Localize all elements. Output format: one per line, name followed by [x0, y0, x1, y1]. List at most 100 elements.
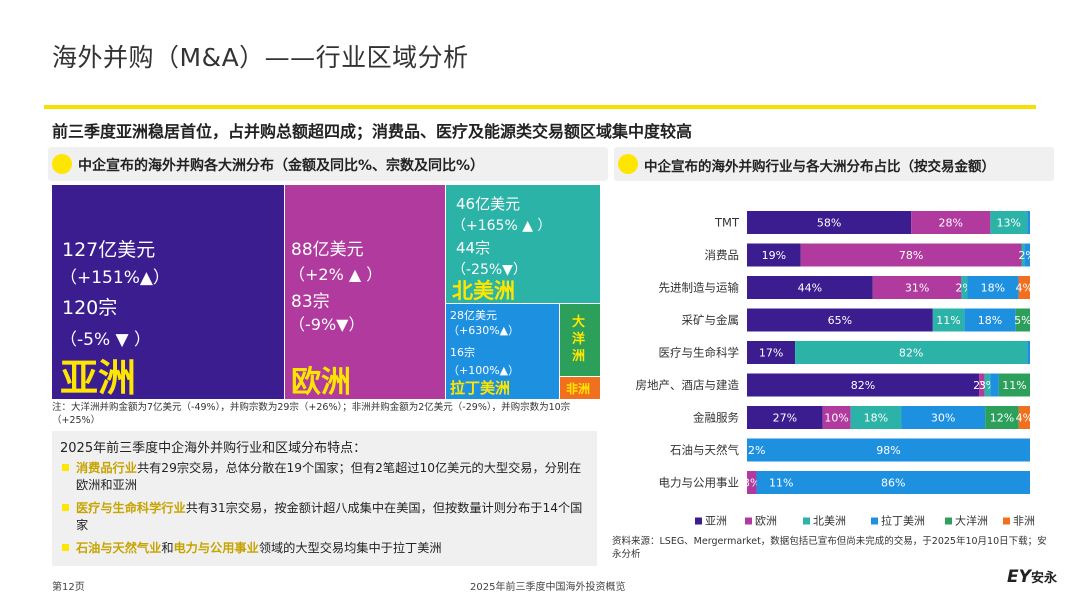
europe-name: 欧洲	[291, 365, 351, 399]
north-america-amount: 46亿美元	[456, 195, 521, 213]
legend-label: 大洋洲	[955, 514, 988, 528]
data-label: 2%	[1018, 249, 1035, 262]
category-label: 电力与公用事业	[659, 476, 740, 490]
data-label: 12%	[990, 412, 1014, 425]
tile-europe: 88亿美元 （+2% ▲ ） 83宗 （-9%▼） 欧洲	[285, 185, 445, 399]
bar-segment	[985, 406, 1019, 429]
asia-count-yoy: （-5% ▼ ）	[60, 330, 151, 350]
data-label: 28%	[939, 217, 963, 230]
bar-segment	[747, 471, 757, 494]
europe-count: 83宗	[291, 292, 330, 312]
data-label: 11%	[1002, 379, 1026, 392]
footer-title: 2025年前三季度中国海外投资概览	[470, 582, 626, 593]
stacked-bar-chart: TMT 58% 28% 13% 消费品 19% 78% 2% 先进制造与运输 44% 31% 2% 18…	[636, 211, 1036, 528]
asia-name: 亚洲	[60, 356, 137, 399]
bar-segment	[1027, 341, 1030, 364]
data-label: 11%	[769, 477, 793, 490]
legend-label: 欧洲	[755, 515, 777, 528]
bar-segment	[964, 308, 1016, 332]
bar-segment	[1021, 243, 1025, 267]
bar-segment	[1027, 211, 1030, 234]
bar-segment	[747, 276, 873, 299]
treemap-panel-header: 中企宣布的海外并购各大洲分布（金额及同比%、宗数及同比%）	[48, 147, 608, 181]
europe-amount: 88亿美元	[291, 240, 364, 260]
bar-segment	[747, 373, 980, 397]
tile-africa: 非洲	[560, 377, 600, 399]
bar-segment	[1018, 276, 1030, 299]
europe-amount-yoy: （+2% ▲ ）	[289, 265, 383, 284]
data-label: 18%	[981, 282, 1005, 295]
feature-highlight: 医疗与生命科学行业	[76, 501, 186, 515]
oceania-name: 大洋洲	[572, 315, 586, 364]
bar-segment	[961, 276, 968, 299]
bullet-square-icon	[62, 464, 69, 471]
bullet-square-icon	[62, 544, 69, 551]
latin-america-count: 16宗	[450, 346, 475, 359]
asia-amount-yoy: （+151%▲）	[60, 268, 170, 288]
category-label: 金融服务	[693, 411, 739, 425]
europe-count-yoy: （-9%▼）	[289, 315, 365, 334]
page-title: 海外并购（M&A）——行业区域分析	[52, 43, 469, 72]
data-label: 44%	[798, 282, 822, 295]
bar-segment	[822, 406, 851, 429]
data-label: 58%	[817, 217, 841, 230]
bar-segment	[1018, 406, 1030, 429]
data-label: 82%	[851, 379, 875, 392]
bar-segment	[990, 211, 1028, 234]
tile-oceania: 大洋洲	[560, 304, 600, 376]
legend-swatch	[871, 517, 878, 525]
legend-swatch	[803, 517, 810, 525]
legend-swatch	[1003, 517, 1010, 525]
page-number: 第12页	[52, 582, 85, 593]
bar-panel-header: 中企宣布的海外并购行业与各大洲分布占比（按交易金额）	[614, 147, 1054, 181]
data-label: 11%	[936, 314, 960, 327]
bar-segment	[747, 341, 796, 364]
feature-text: 共有29宗交易，总体分散在19个国家；但有2笔超过10亿美元的大型交易，分别在欧…	[76, 461, 582, 492]
feature-item: 医疗与生命科学行业共有31宗交易，按金额计超八成集中在美国，但按数量计则分布于1…	[62, 500, 587, 534]
category-label: 石油与天然气	[670, 443, 739, 457]
legend-swatch	[695, 517, 702, 525]
yellow-bullet-icon	[52, 154, 72, 174]
north-america-name: 北美洲	[452, 279, 515, 303]
data-label: 10%	[824, 412, 848, 425]
north-america-count-yoy: （-25%▼）	[452, 262, 527, 278]
treemap: 127亿美元 （+151%▲） 120宗 （-5% ▼ ） 亚洲 88亿美元 （…	[52, 185, 600, 399]
bar-segment	[1024, 243, 1030, 267]
data-label: 3%	[743, 477, 760, 490]
legend-label: 亚洲	[705, 515, 727, 528]
legend-label: 非洲	[1013, 515, 1035, 528]
feature-highlight: 石油与天然气业	[76, 541, 162, 555]
asia-amount: 127亿美元	[62, 239, 156, 261]
data-label: 86%	[881, 477, 905, 490]
north-america-count: 44宗	[456, 239, 491, 257]
data-label: 78%	[899, 249, 923, 262]
latin-america-name: 拉丁美洲	[450, 379, 511, 397]
yellow-bullet-icon	[618, 154, 638, 174]
bar-segment	[984, 373, 991, 397]
latin-america-amount: 28亿美元	[450, 309, 497, 322]
category-label: 房地产、酒店与建造	[636, 378, 740, 392]
bar-segment	[932, 308, 965, 332]
bar-segment	[901, 406, 986, 429]
feature-highlight: 消费品行业	[76, 461, 137, 475]
data-label: 2%	[748, 444, 765, 457]
source-note: 资料来源：LSEG、Mergermarket，数据包括已宣布但尚未完成的交易，于…	[612, 536, 1047, 560]
data-label: 17%	[759, 347, 783, 360]
north-america-amount-yoy: （+165% ▲ ）	[452, 218, 552, 234]
bar-segment	[747, 308, 933, 332]
bar-segment	[990, 373, 999, 397]
feature-text: 领域的大型交易均集中于拉丁美洲	[258, 541, 442, 555]
africa-name: 非洲	[566, 382, 591, 396]
features-title: 2025年前三季度中企海外并购行业和区域分布特点：	[60, 441, 367, 456]
bar-panel-title: 中企宣布的海外并购行业与各大洲分布占比（按交易金额）	[644, 159, 995, 175]
features-box: 2025年前三季度中企海外并购行业和区域分布特点： 消费品行业共有29宗交易，总…	[52, 431, 597, 566]
treemap-panel-title: 中企宣布的海外并购各大洲分布（金额及同比%、宗数及同比%）	[78, 158, 485, 174]
bar-segment	[911, 211, 991, 234]
ey-logo: EY安永	[1007, 567, 1057, 587]
feature-highlight: 电力与公用事业	[173, 541, 259, 555]
category-label: 先进制造与运输	[659, 281, 740, 295]
category-label: 消费品	[705, 248, 740, 262]
headline: 前三季度亚洲稳居首位，占并购总额超四成；消费品、医疗及能源类交易额区域集中度较高	[52, 122, 693, 141]
bar-segment	[747, 406, 823, 429]
tile-asia: 127亿美元 （+151%▲） 120宗 （-5% ▼ ） 亚洲	[52, 185, 284, 399]
